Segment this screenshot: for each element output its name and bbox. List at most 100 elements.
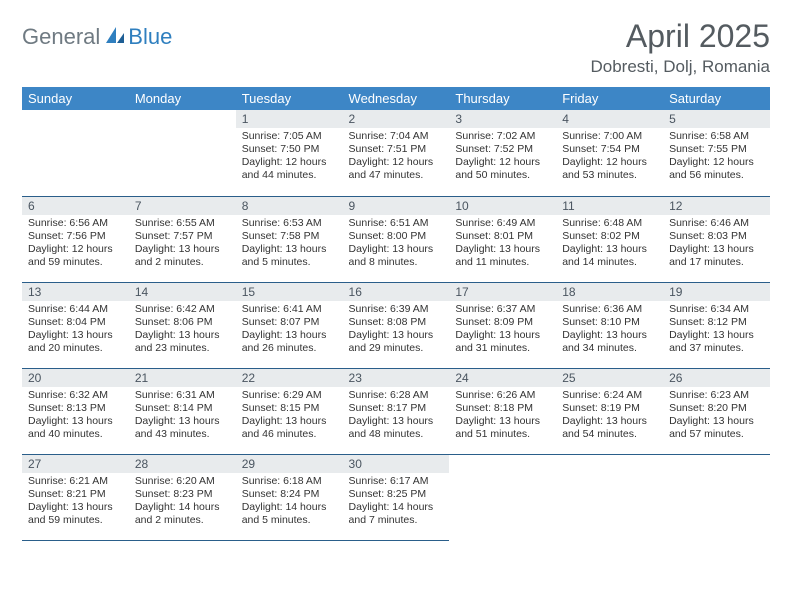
calendar-cell: 6Sunrise: 6:56 AMSunset: 7:56 PMDaylight… [22,196,129,282]
day-details: Sunrise: 6:32 AMSunset: 8:13 PMDaylight:… [22,387,129,446]
day-number: 9 [343,197,450,215]
day-number: 7 [129,197,236,215]
calendar-cell: .. [663,454,770,540]
day-number: 6 [22,197,129,215]
weekday-header: Monday [129,87,236,110]
day-details: Sunrise: 6:18 AMSunset: 8:24 PMDaylight:… [236,473,343,532]
location-text: Dobresti, Dolj, Romania [590,57,770,77]
day-details: Sunrise: 6:51 AMSunset: 8:00 PMDaylight:… [343,215,450,274]
day-number: 21 [129,369,236,387]
day-number: 13 [22,283,129,301]
calendar-cell: 18Sunrise: 6:36 AMSunset: 8:10 PMDayligh… [556,282,663,368]
calendar-cell: 11Sunrise: 6:48 AMSunset: 8:02 PMDayligh… [556,196,663,282]
calendar-cell: .. [556,454,663,540]
day-number: 18 [556,283,663,301]
calendar-cell: .. [129,110,236,196]
weekday-header: Saturday [663,87,770,110]
calendar-cell: 20Sunrise: 6:32 AMSunset: 8:13 PMDayligh… [22,368,129,454]
calendar-cell: 9Sunrise: 6:51 AMSunset: 8:00 PMDaylight… [343,196,450,282]
calendar-cell: 25Sunrise: 6:24 AMSunset: 8:19 PMDayligh… [556,368,663,454]
calendar-table: SundayMondayTuesdayWednesdayThursdayFrid… [22,87,770,541]
calendar-cell: 12Sunrise: 6:46 AMSunset: 8:03 PMDayligh… [663,196,770,282]
day-number: 11 [556,197,663,215]
calendar-cell: 13Sunrise: 6:44 AMSunset: 8:04 PMDayligh… [22,282,129,368]
day-details: Sunrise: 6:31 AMSunset: 8:14 PMDaylight:… [129,387,236,446]
calendar-cell: 29Sunrise: 6:18 AMSunset: 8:24 PMDayligh… [236,454,343,540]
day-number: 1 [236,110,343,128]
calendar-cell: 22Sunrise: 6:29 AMSunset: 8:15 PMDayligh… [236,368,343,454]
day-details: Sunrise: 6:28 AMSunset: 8:17 PMDaylight:… [343,387,450,446]
day-details: Sunrise: 6:53 AMSunset: 7:58 PMDaylight:… [236,215,343,274]
calendar-cell: 27Sunrise: 6:21 AMSunset: 8:21 PMDayligh… [22,454,129,540]
calendar-cell: 23Sunrise: 6:28 AMSunset: 8:17 PMDayligh… [343,368,450,454]
day-details: Sunrise: 6:42 AMSunset: 8:06 PMDaylight:… [129,301,236,360]
calendar-cell: 3Sunrise: 7:02 AMSunset: 7:52 PMDaylight… [449,110,556,196]
calendar-cell: 8Sunrise: 6:53 AMSunset: 7:58 PMDaylight… [236,196,343,282]
weekday-header: Friday [556,87,663,110]
day-details: Sunrise: 6:44 AMSunset: 8:04 PMDaylight:… [22,301,129,360]
calendar-cell: 30Sunrise: 6:17 AMSunset: 8:25 PMDayligh… [343,454,450,540]
day-details: Sunrise: 6:37 AMSunset: 8:09 PMDaylight:… [449,301,556,360]
day-details: Sunrise: 7:04 AMSunset: 7:51 PMDaylight:… [343,128,450,187]
day-number: 8 [236,197,343,215]
day-details: Sunrise: 6:29 AMSunset: 8:15 PMDaylight:… [236,387,343,446]
calendar-cell: 15Sunrise: 6:41 AMSunset: 8:07 PMDayligh… [236,282,343,368]
calendar-cell: 24Sunrise: 6:26 AMSunset: 8:18 PMDayligh… [449,368,556,454]
day-number: 4 [556,110,663,128]
calendar-cell: 4Sunrise: 7:00 AMSunset: 7:54 PMDaylight… [556,110,663,196]
day-details: Sunrise: 6:41 AMSunset: 8:07 PMDaylight:… [236,301,343,360]
calendar-cell: .. [22,110,129,196]
calendar-body: ....1Sunrise: 7:05 AMSunset: 7:50 PMDayl… [22,110,770,540]
day-number: 25 [556,369,663,387]
calendar-cell: 10Sunrise: 6:49 AMSunset: 8:01 PMDayligh… [449,196,556,282]
calendar-cell: 14Sunrise: 6:42 AMSunset: 8:06 PMDayligh… [129,282,236,368]
day-details: Sunrise: 6:46 AMSunset: 8:03 PMDaylight:… [663,215,770,274]
day-number: 29 [236,455,343,473]
calendar-cell: 19Sunrise: 6:34 AMSunset: 8:12 PMDayligh… [663,282,770,368]
day-number: 28 [129,455,236,473]
calendar-cell: 28Sunrise: 6:20 AMSunset: 8:23 PMDayligh… [129,454,236,540]
day-number: 5 [663,110,770,128]
day-number: 10 [449,197,556,215]
calendar-cell: 21Sunrise: 6:31 AMSunset: 8:14 PMDayligh… [129,368,236,454]
calendar-header-row: SundayMondayTuesdayWednesdayThursdayFrid… [22,87,770,110]
day-number: 3 [449,110,556,128]
calendar-cell: 26Sunrise: 6:23 AMSunset: 8:20 PMDayligh… [663,368,770,454]
calendar-cell: 5Sunrise: 6:58 AMSunset: 7:55 PMDaylight… [663,110,770,196]
calendar-cell: 2Sunrise: 7:04 AMSunset: 7:51 PMDaylight… [343,110,450,196]
day-number: 15 [236,283,343,301]
day-details: Sunrise: 6:58 AMSunset: 7:55 PMDaylight:… [663,128,770,187]
day-number: 30 [343,455,450,473]
month-title: April 2025 [590,18,770,55]
logo-text-general: General [22,24,100,50]
header: General Blue April 2025 Dobresti, Dolj, … [22,18,770,77]
day-details: Sunrise: 6:55 AMSunset: 7:57 PMDaylight:… [129,215,236,274]
calendar-cell: 17Sunrise: 6:37 AMSunset: 8:09 PMDayligh… [449,282,556,368]
day-details: Sunrise: 7:00 AMSunset: 7:54 PMDaylight:… [556,128,663,187]
day-number: 12 [663,197,770,215]
title-block: April 2025 Dobresti, Dolj, Romania [590,18,770,77]
day-number: 24 [449,369,556,387]
logo-sail-icon [104,25,126,50]
day-details: Sunrise: 6:20 AMSunset: 8:23 PMDaylight:… [129,473,236,532]
day-number: 19 [663,283,770,301]
day-number: 2 [343,110,450,128]
calendar-cell: 1Sunrise: 7:05 AMSunset: 7:50 PMDaylight… [236,110,343,196]
calendar-cell: 7Sunrise: 6:55 AMSunset: 7:57 PMDaylight… [129,196,236,282]
day-details: Sunrise: 7:05 AMSunset: 7:50 PMDaylight:… [236,128,343,187]
calendar-cell: 16Sunrise: 6:39 AMSunset: 8:08 PMDayligh… [343,282,450,368]
day-details: Sunrise: 6:39 AMSunset: 8:08 PMDaylight:… [343,301,450,360]
day-details: Sunrise: 6:21 AMSunset: 8:21 PMDaylight:… [22,473,129,532]
calendar-cell: .. [449,454,556,540]
day-details: Sunrise: 6:23 AMSunset: 8:20 PMDaylight:… [663,387,770,446]
calendar-page: General Blue April 2025 Dobresti, Dolj, … [0,0,792,551]
day-number: 26 [663,369,770,387]
day-details: Sunrise: 6:34 AMSunset: 8:12 PMDaylight:… [663,301,770,360]
day-details: Sunrise: 6:56 AMSunset: 7:56 PMDaylight:… [22,215,129,274]
day-number: 16 [343,283,450,301]
day-number: 20 [22,369,129,387]
day-number: 23 [343,369,450,387]
weekday-header: Wednesday [343,87,450,110]
day-number: 17 [449,283,556,301]
logo: General Blue [22,18,172,50]
